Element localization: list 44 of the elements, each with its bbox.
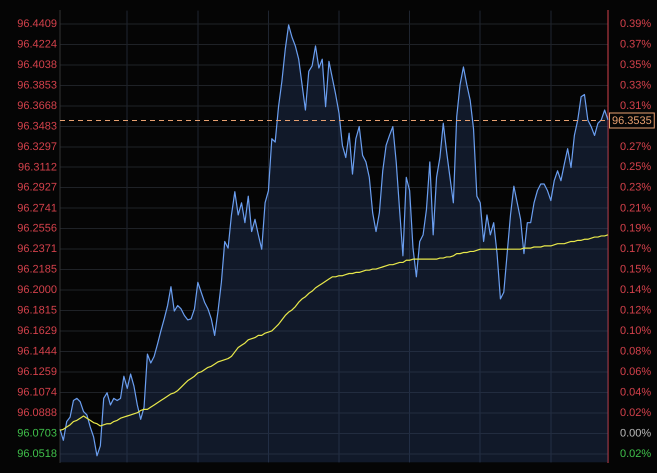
- y2-tick-label: 0.33%: [620, 79, 652, 92]
- y-tick-label: 96.2000: [17, 284, 57, 296]
- y-tick-label: 96.4038: [17, 58, 57, 71]
- ref-line-label: 96.3535: [612, 115, 652, 128]
- y2-tick-label: 0.15%: [620, 264, 652, 276]
- y2-tick-label: 0.04%: [620, 386, 652, 398]
- y-tick-label: 96.3112: [18, 161, 57, 174]
- y2-tick-label: 0.27%: [620, 140, 652, 153]
- y2-tick-label: 0.19%: [620, 222, 652, 235]
- y-tick-label: 96.2371: [17, 243, 57, 256]
- y-tick-label: 96.4224: [17, 38, 57, 50]
- y2-tick-label: 0.31%: [620, 100, 652, 112]
- y-tick-label: 96.4409: [17, 18, 57, 30]
- y2-tick-label: 0.25%: [620, 161, 652, 174]
- y-tick-label: 96.1815: [17, 304, 57, 317]
- y2-tick-label: 0.14%: [620, 284, 652, 296]
- y-tick-label: 96.0888: [17, 406, 57, 419]
- y2-tick-label: 0.39%: [620, 18, 652, 30]
- y2-tick-label: 0.37%: [620, 38, 652, 50]
- y2-tick-label: 0.08%: [620, 346, 652, 358]
- y2-tick-label: 0.35%: [620, 59, 652, 72]
- y2-tick-label: 0.23%: [620, 182, 652, 194]
- y-tick-label: 96.3668: [17, 100, 57, 112]
- y-tick-label: 96.0518: [17, 448, 57, 460]
- y-tick-label: 96.1629: [17, 325, 57, 338]
- y2-tick-label: 0.02%: [620, 406, 652, 419]
- y-tick-label: 96.1074: [17, 386, 57, 398]
- y-tick-label: 96.2741: [17, 202, 57, 214]
- y2-tick-label: 0.17%: [620, 243, 652, 256]
- y-tick-label: 96.0703: [17, 427, 57, 440]
- y2-tick-label: 0.02%: [620, 448, 652, 460]
- y2-tick-label: 0.00%: [620, 427, 652, 440]
- y-tick-label: 96.2927: [17, 182, 57, 194]
- y-tick-label: 96.1444: [17, 346, 57, 358]
- y2-tick-label: 0.21%: [620, 202, 652, 214]
- y-tick-label: 96.1259: [17, 366, 57, 378]
- y-tick-label: 96.2556: [17, 222, 57, 235]
- y-tick-label: 96.2185: [17, 264, 57, 276]
- y2-tick-label: 0.10%: [620, 325, 652, 338]
- y-tick-label: 96.3483: [17, 120, 57, 132]
- y-tick-label: 96.3297: [17, 140, 57, 153]
- y2-tick-label: 0.12%: [620, 304, 652, 317]
- y2-tick-label: 0.06%: [620, 366, 652, 378]
- y-tick-label: 96.3853: [17, 79, 57, 92]
